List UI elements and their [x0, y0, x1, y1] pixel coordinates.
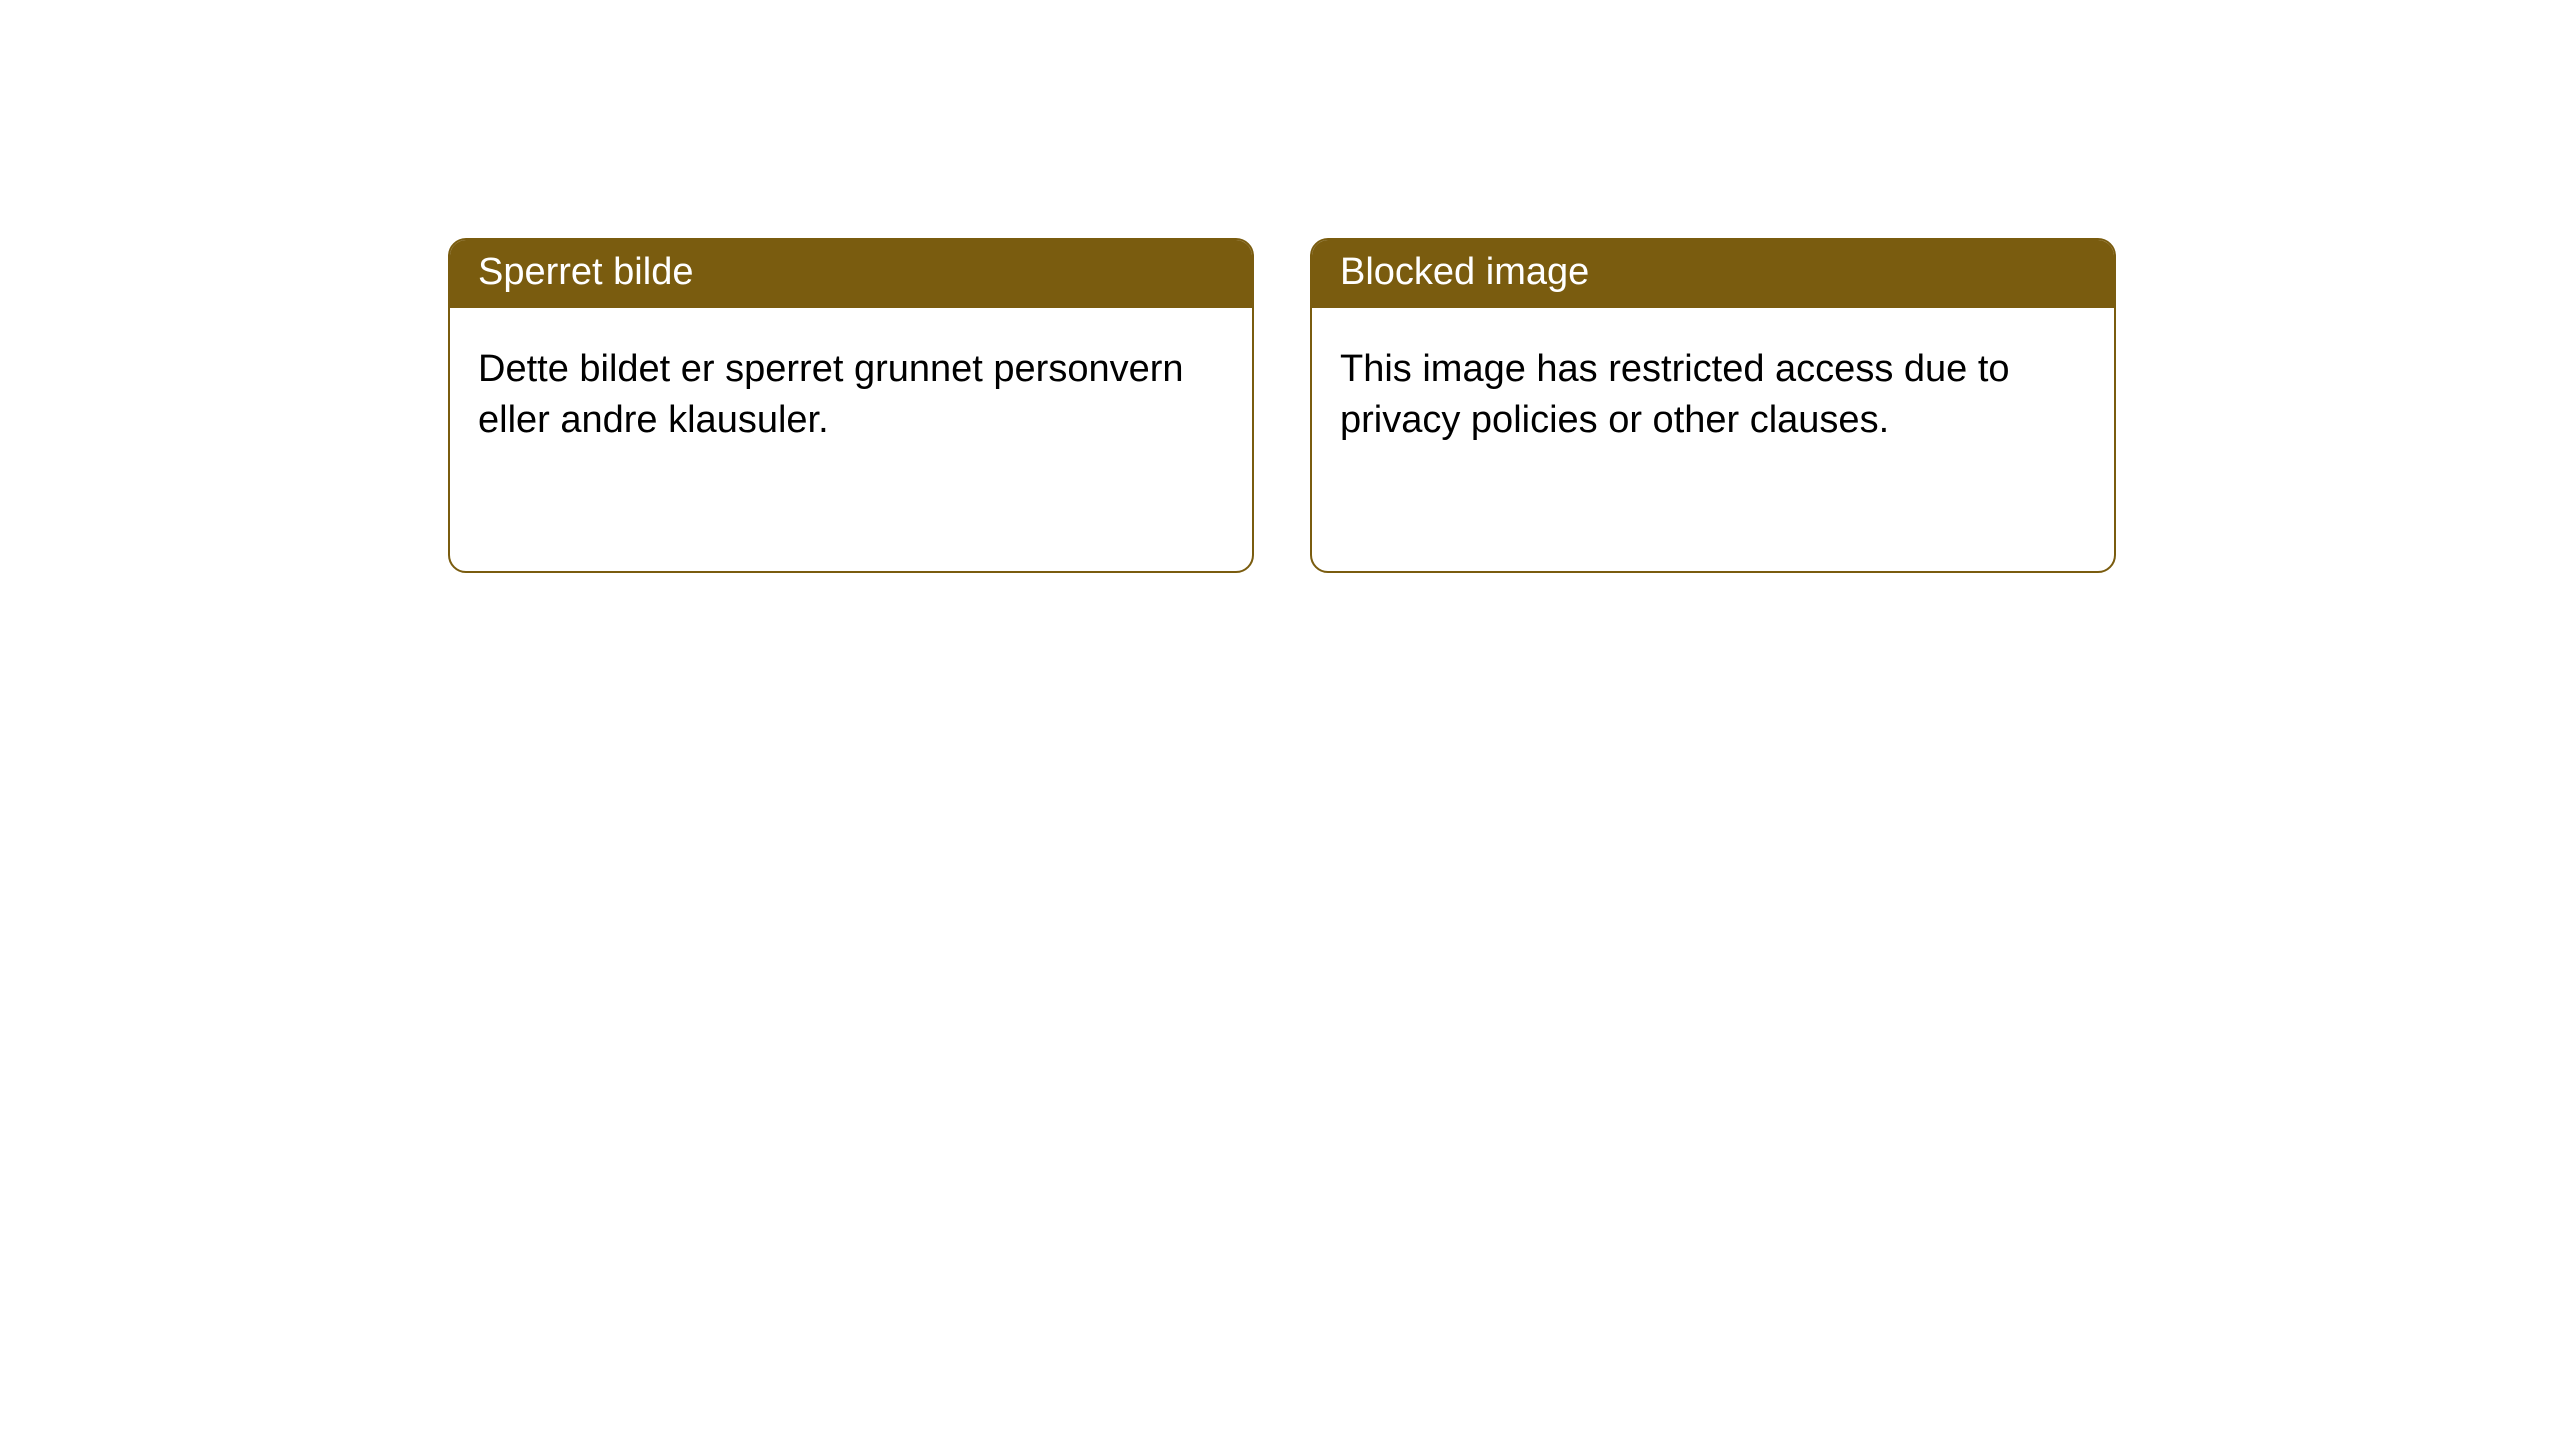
card-header: Sperret bilde [450, 240, 1252, 308]
card-body: Dette bildet er sperret grunnet personve… [450, 308, 1252, 483]
card-header: Blocked image [1312, 240, 2114, 308]
notice-card-english: Blocked image This image has restricted … [1310, 238, 2116, 573]
card-body: This image has restricted access due to … [1312, 308, 2114, 483]
notice-card-norwegian: Sperret bilde Dette bildet er sperret gr… [448, 238, 1254, 573]
notice-container: Sperret bilde Dette bildet er sperret gr… [0, 0, 2560, 573]
